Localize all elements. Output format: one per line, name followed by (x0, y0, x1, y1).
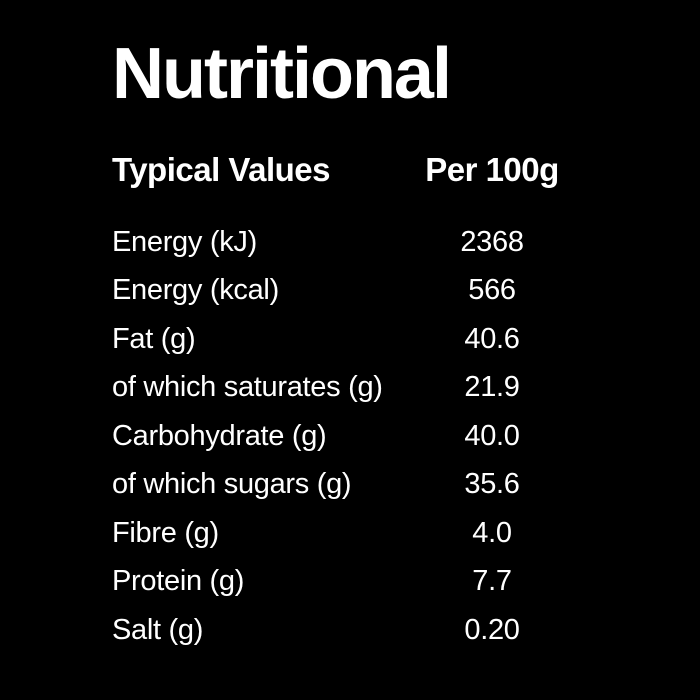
table-row-fat: Fat (g) 40.6 (112, 315, 592, 364)
row-value: 40.6 (464, 322, 520, 355)
page-title: Nutritional (112, 34, 452, 114)
nutrition-table: Typical Values Per 100g Energy (kJ) 2368… (112, 150, 592, 655)
row-label: Salt (g) (112, 613, 204, 646)
row-label: Energy (kJ) (112, 225, 257, 258)
row-label: Protein (g) (112, 565, 245, 598)
row-label: Carbohydrate (g) (112, 419, 327, 452)
table-row-salt: Salt (g) 0.20 (112, 606, 592, 655)
row-label: of which sugars (g) (112, 468, 352, 501)
column-header-per-100g: Per 100g (425, 151, 559, 188)
row-value: 7.7 (472, 565, 512, 598)
table-row-carbohydrate: Carbohydrate (g) 40.0 (112, 412, 592, 461)
row-value: 0.20 (464, 613, 520, 646)
row-value: 2368 (460, 225, 524, 258)
label-content: Nutritional Typical Values Per 100g Ener… (112, 38, 592, 655)
row-value: 35.6 (464, 468, 520, 501)
row-label: Fibre (g) (112, 516, 219, 549)
row-label: Energy (kcal) (112, 274, 279, 307)
table-row-sugars: of which sugars (g) 35.6 (112, 461, 592, 510)
table-row-energy-kcal: Energy (kcal) 566 (112, 267, 592, 316)
table-row-energy-kj: Energy (kJ) 2368 (112, 218, 592, 267)
table-body: Energy (kJ) 2368 Energy (kcal) 566 Fat (… (112, 218, 592, 655)
table-row-fibre: Fibre (g) 4.0 (112, 509, 592, 558)
row-label: Fat (g) (112, 322, 196, 355)
row-value: 21.9 (464, 371, 520, 404)
row-value: 4.0 (472, 516, 512, 549)
table-row-saturates: of which saturates (g) 21.9 (112, 364, 592, 413)
row-value: 40.0 (464, 419, 520, 452)
row-value: 566 (468, 274, 516, 307)
column-header-typical-values: Typical Values (112, 151, 331, 188)
table-row-protein: Protein (g) 7.7 (112, 558, 592, 607)
table-header-row: Typical Values Per 100g (112, 150, 592, 189)
row-label: of which saturates (g) (112, 371, 383, 404)
